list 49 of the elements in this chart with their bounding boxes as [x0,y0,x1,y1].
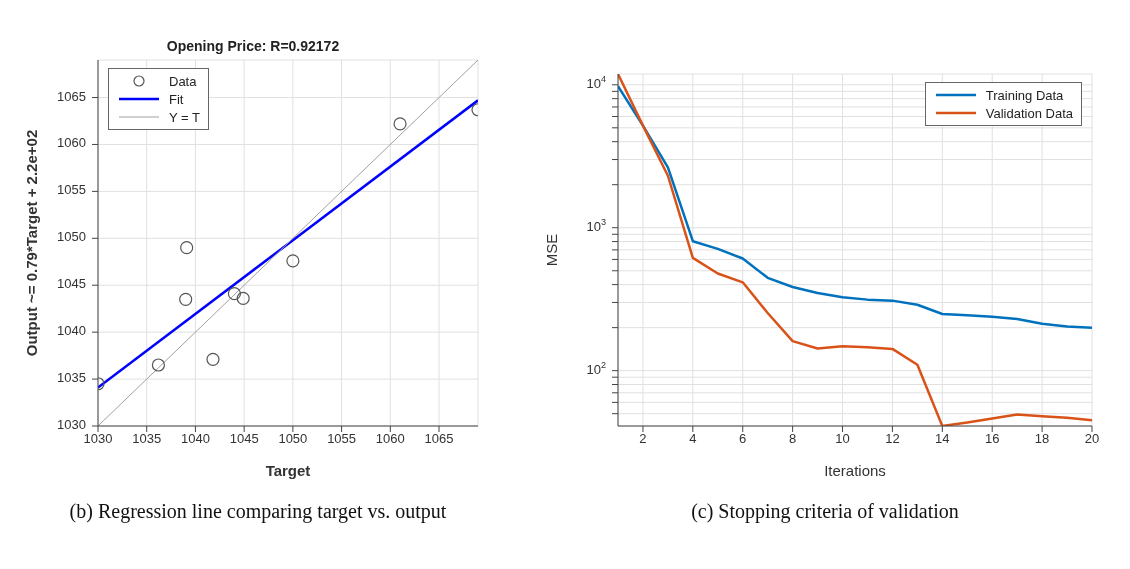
point [236,291,250,305]
x-axis-title: Target [265,462,311,479]
point [151,358,166,372]
x-axis-title: Iterations [824,462,886,479]
x-tick-label: 1030 [83,431,113,447]
point [179,292,193,306]
x-tick-label: 2 [639,431,647,447]
y-tick-label: 1030 [57,417,86,433]
legend-label: Data [169,73,197,89]
x-tick-label: 1055 [327,431,357,447]
legend-label: Fit [169,91,184,107]
y-tick-label: 1055 [57,182,86,198]
x-tick-label: 6 [739,431,747,447]
x-tick-label: 16 [984,431,1000,447]
legend-label: Training Data [985,87,1064,103]
legend-label: Y = T [169,109,200,125]
point [206,352,220,366]
text: (c) Stopping criteria of validation [690,500,960,523]
x-tick-label: 10 [835,431,850,447]
x-tick-label: 1045 [229,431,259,447]
y-tick-label: 10$^{2}$ [586,360,606,378]
y-axis-title: MSE [543,233,561,267]
chart-title: Opening Price: R=0.92172 [165,38,341,54]
x-tick-label: 12 [885,431,900,447]
x-tick-label: 1035 [132,431,162,447]
y-tick-label: 1060 [57,135,86,151]
point [286,254,300,268]
x-tick-label: 1065 [424,431,454,447]
x-tick-label: 20 [1084,431,1100,447]
line-series [618,84,1092,329]
x-tick-label: 8 [789,431,797,447]
y-tick-label: 10$^{4}$ [586,74,606,92]
y-tick-label: 1065 [57,88,86,104]
x-tick-label: 14 [935,431,950,447]
y-tick-label: 1045 [57,276,86,292]
y-tick-label: 1040 [57,323,86,339]
x-tick-label: 1040 [180,431,210,447]
y-tick-label: 10$^{3}$ [586,217,606,235]
x-tick-label: 18 [1034,431,1050,447]
x-tick-label: 4 [689,431,697,447]
x-tick-label: 1050 [278,431,308,447]
text: (b) Regression line comparing target vs. output [68,500,448,523]
point [180,241,194,255]
legend-label: Validation Data [985,105,1073,121]
y-tick-label: 1035 [57,370,86,386]
x-tick-label: 1060 [375,431,405,447]
y-axis-title: Output ~= 0.79*Target + 2.2e+02 [23,129,41,357]
y-tick-label: 1050 [57,229,86,245]
point [227,287,242,301]
